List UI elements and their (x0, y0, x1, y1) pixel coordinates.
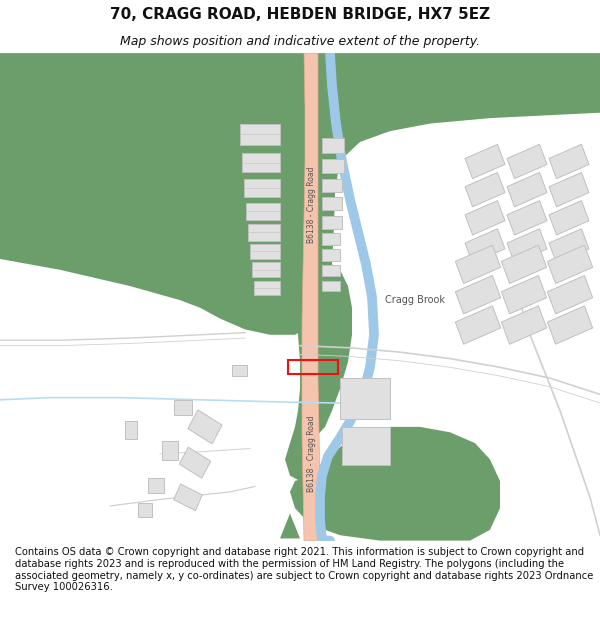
Polygon shape (285, 259, 352, 481)
Bar (288, 360, 338, 374)
Bar (322, 179, 342, 192)
Bar (240, 124, 280, 145)
Bar (549, 173, 589, 207)
Bar (465, 173, 505, 207)
Bar (244, 179, 280, 198)
Bar (252, 262, 280, 278)
Bar (322, 233, 340, 245)
Polygon shape (280, 514, 300, 539)
Bar (455, 306, 500, 344)
Bar (250, 244, 280, 259)
Bar (322, 159, 344, 173)
Bar (465, 229, 505, 263)
Bar (179, 447, 211, 478)
Bar (549, 144, 589, 179)
Text: B6138 - Cragg Road: B6138 - Cragg Road (307, 416, 316, 492)
Bar (507, 229, 547, 263)
Bar (254, 281, 280, 295)
Bar (547, 306, 593, 344)
Bar (507, 173, 547, 207)
Text: Map shows position and indicative extent of the property.: Map shows position and indicative extent… (120, 35, 480, 48)
Text: Contains OS data © Crown copyright and database right 2021. This information is : Contains OS data © Crown copyright and d… (15, 548, 593, 592)
Bar (455, 245, 500, 284)
Bar (322, 249, 340, 261)
Bar (547, 276, 593, 314)
Bar (502, 276, 547, 314)
Bar (148, 478, 164, 493)
Bar (455, 276, 500, 314)
Bar (340, 378, 390, 419)
Bar (342, 427, 390, 465)
Bar (322, 198, 342, 210)
Bar (322, 266, 340, 276)
Bar (549, 229, 589, 263)
Bar (547, 245, 593, 284)
Bar (322, 281, 340, 291)
Bar (465, 144, 505, 179)
Bar (502, 245, 547, 284)
Polygon shape (0, 53, 600, 335)
Bar (549, 201, 589, 235)
Polygon shape (302, 53, 320, 541)
Bar (188, 410, 222, 444)
Text: 70, CRAGG ROAD, HEBDEN BRIDGE, HX7 5EZ: 70, CRAGG ROAD, HEBDEN BRIDGE, HX7 5EZ (110, 8, 490, 22)
Bar (502, 306, 547, 344)
Bar (465, 201, 505, 235)
Text: B6138 - Cragg Road: B6138 - Cragg Road (307, 166, 316, 243)
Bar (246, 202, 280, 220)
Bar (322, 138, 344, 152)
Bar (242, 152, 280, 173)
Bar (174, 484, 202, 511)
Bar (138, 503, 152, 517)
Bar (162, 441, 178, 461)
Text: Cragg Brook: Cragg Brook (385, 295, 445, 305)
Bar (174, 400, 192, 415)
Bar (507, 201, 547, 235)
Bar (125, 421, 137, 439)
Bar (322, 216, 342, 229)
Bar (507, 144, 547, 179)
Bar (232, 365, 247, 376)
Bar (248, 224, 280, 241)
Polygon shape (290, 427, 500, 541)
